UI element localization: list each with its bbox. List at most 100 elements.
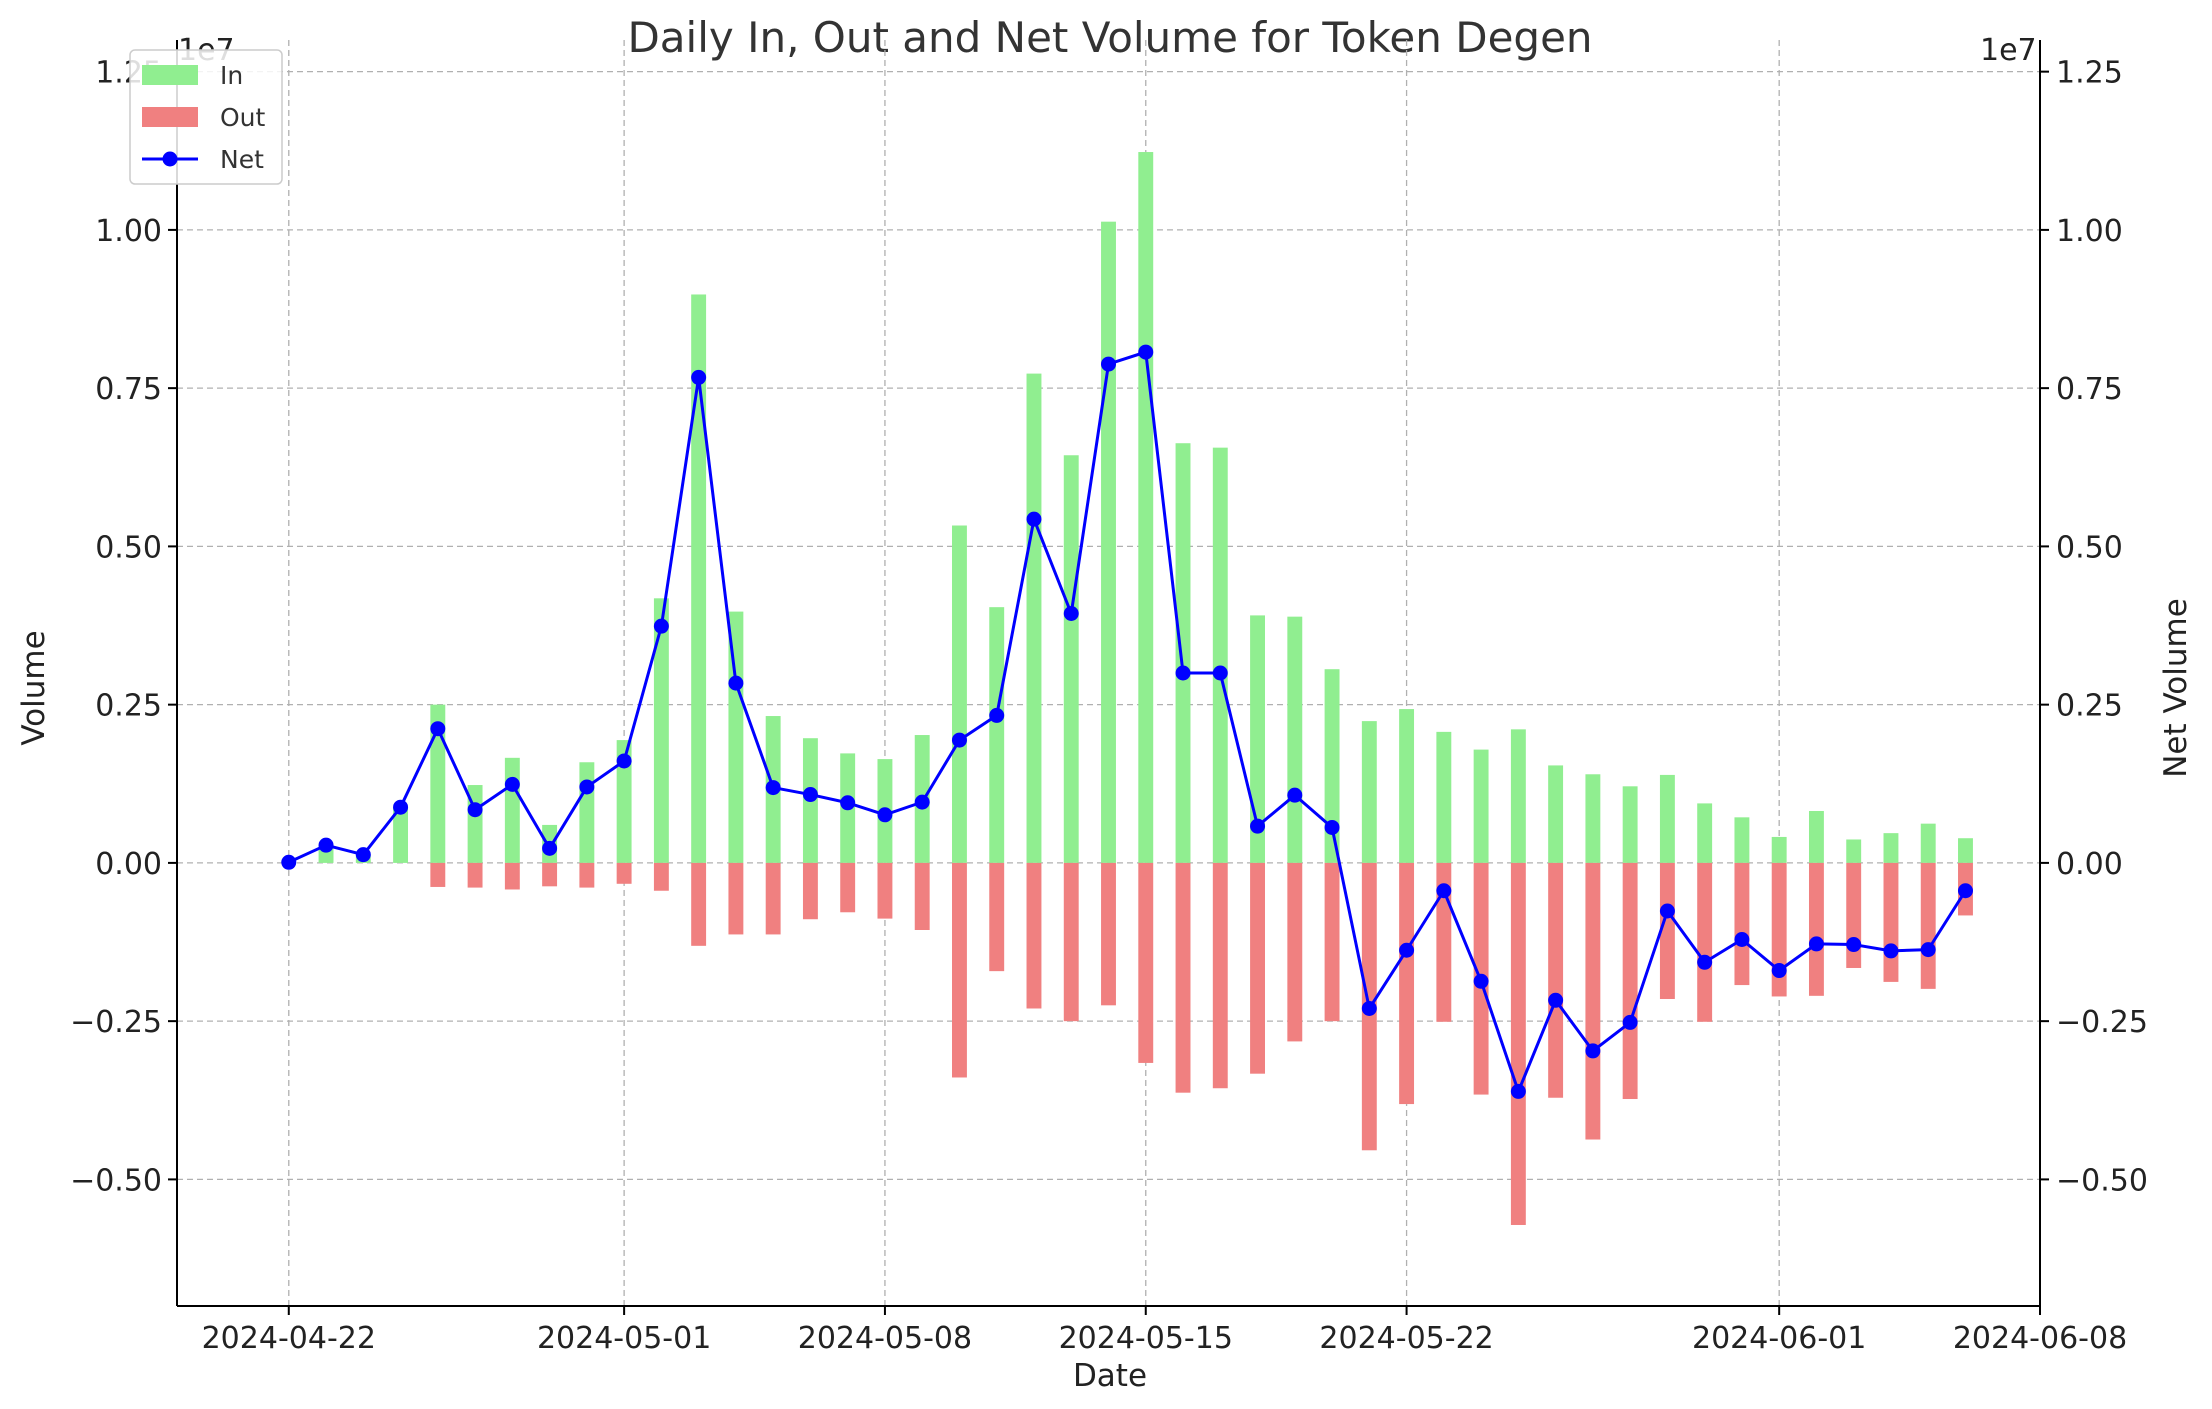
out-bar bbox=[1250, 862, 1265, 1074]
out-bar bbox=[1771, 862, 1787, 997]
out-bar bbox=[1659, 862, 1675, 999]
out-bar bbox=[840, 862, 856, 913]
x-tick-label: 2024-04-22 bbox=[202, 1321, 376, 1356]
out-bar bbox=[542, 862, 558, 887]
net-point bbox=[1659, 903, 1675, 919]
y-tick-label: 0.25 bbox=[95, 689, 162, 724]
net-point bbox=[542, 840, 558, 856]
y-tick-label: −0.25 bbox=[70, 1005, 162, 1040]
in-bar bbox=[616, 740, 632, 863]
x-tick-label: 2024-06-01 bbox=[1692, 1321, 1866, 1356]
net-point bbox=[1287, 787, 1303, 803]
out-bar bbox=[989, 862, 1005, 972]
legend: In Out Net bbox=[129, 49, 283, 185]
out-bar bbox=[1846, 862, 1862, 968]
net-point bbox=[1697, 954, 1713, 970]
out-bar bbox=[765, 862, 781, 935]
in-bar bbox=[1548, 765, 1564, 863]
chart-title: Daily In, Out and Net Volume for Token D… bbox=[627, 13, 1592, 62]
in-bar bbox=[1958, 838, 1973, 863]
in-bar bbox=[1399, 709, 1415, 863]
tick-labels: 1.25 1.251.00 1.000.75 0.750.50 0.500.25 0.25… bbox=[70, 56, 2148, 1356]
net-point bbox=[430, 721, 446, 737]
net-point bbox=[989, 707, 1005, 723]
y-axis-title: Volume bbox=[16, 630, 52, 745]
in-bar bbox=[504, 757, 520, 863]
out-bar bbox=[1175, 862, 1191, 1093]
out-bar bbox=[1101, 862, 1116, 1006]
net-point bbox=[1622, 1014, 1638, 1030]
out-bar bbox=[691, 862, 707, 946]
net-point bbox=[802, 787, 818, 803]
net-point bbox=[1361, 1000, 1377, 1016]
net-point bbox=[1920, 942, 1936, 958]
y-right-tick-label: 1.00 bbox=[2056, 214, 2123, 249]
in-bar bbox=[1585, 774, 1601, 863]
net-point bbox=[1585, 1043, 1601, 1059]
y-tick-label: −0.50 bbox=[70, 1163, 162, 1198]
net-point bbox=[1399, 942, 1415, 958]
x-tick-label: 2024-05-08 bbox=[798, 1321, 972, 1356]
x-tick-label: 2024-05-01 bbox=[537, 1321, 711, 1356]
net-point bbox=[1771, 963, 1787, 979]
in-bar bbox=[1287, 616, 1303, 863]
legend-in-swatch bbox=[142, 65, 198, 85]
in-bar bbox=[1697, 803, 1713, 863]
in-bar bbox=[1920, 823, 1936, 863]
net-point bbox=[1883, 943, 1899, 959]
legend-net-marker bbox=[162, 151, 178, 167]
out-bar bbox=[914, 862, 930, 930]
legend-net-label: Net bbox=[220, 145, 264, 174]
net-point bbox=[355, 847, 371, 863]
in-bar bbox=[1250, 615, 1265, 863]
net-point bbox=[467, 802, 483, 818]
out-bar bbox=[1212, 862, 1228, 1089]
out-bar bbox=[653, 862, 669, 891]
y-axis-right-offset-label: 1e7 bbox=[1980, 33, 2037, 68]
x-tick-label: 2024-05-22 bbox=[1319, 1321, 1493, 1356]
y-right-tick-label: 0.50 bbox=[2056, 530, 2123, 565]
out-bar bbox=[504, 862, 520, 890]
in-bar bbox=[1324, 669, 1340, 863]
out-bar bbox=[579, 862, 595, 888]
net-point bbox=[951, 732, 967, 748]
out-bar bbox=[1287, 862, 1303, 1042]
out-bar bbox=[1026, 862, 1042, 1009]
net-point bbox=[1473, 973, 1489, 989]
in-bar bbox=[1026, 373, 1042, 863]
out-bar bbox=[467, 862, 483, 888]
in-bar bbox=[1808, 810, 1824, 863]
y-right-tick-label: 0.00 bbox=[2056, 847, 2123, 882]
y-right-tick-label: −0.25 bbox=[2056, 1005, 2148, 1040]
net-point bbox=[1324, 819, 1340, 835]
net-point bbox=[1734, 931, 1750, 947]
net-point bbox=[765, 780, 781, 796]
out-bar bbox=[1622, 862, 1638, 1100]
net-point bbox=[1548, 992, 1564, 1008]
net-point bbox=[504, 776, 520, 792]
net-point bbox=[691, 369, 707, 385]
in-bar bbox=[952, 525, 967, 863]
net-point bbox=[281, 854, 297, 870]
in-bar bbox=[430, 704, 446, 863]
in-bar bbox=[1212, 447, 1228, 863]
net-point bbox=[1138, 344, 1154, 360]
in-bar bbox=[393, 807, 409, 863]
y-tick-label: 1.00 bbox=[95, 214, 162, 249]
net-point bbox=[728, 675, 744, 691]
in-bar bbox=[579, 762, 595, 863]
net-point bbox=[318, 837, 334, 853]
in-bar bbox=[1659, 774, 1675, 863]
in-bar bbox=[1473, 749, 1489, 863]
in-bar bbox=[1510, 729, 1526, 863]
out-bar bbox=[952, 862, 967, 1078]
in-bar bbox=[989, 607, 1005, 863]
out-bar bbox=[1548, 862, 1564, 1098]
x-axis-title: Date bbox=[1073, 1358, 1147, 1394]
out-bar bbox=[1883, 862, 1899, 982]
axes bbox=[168, 40, 2049, 1315]
in-bar bbox=[691, 294, 707, 863]
net-point bbox=[579, 779, 595, 795]
out-bar bbox=[1063, 862, 1079, 1022]
